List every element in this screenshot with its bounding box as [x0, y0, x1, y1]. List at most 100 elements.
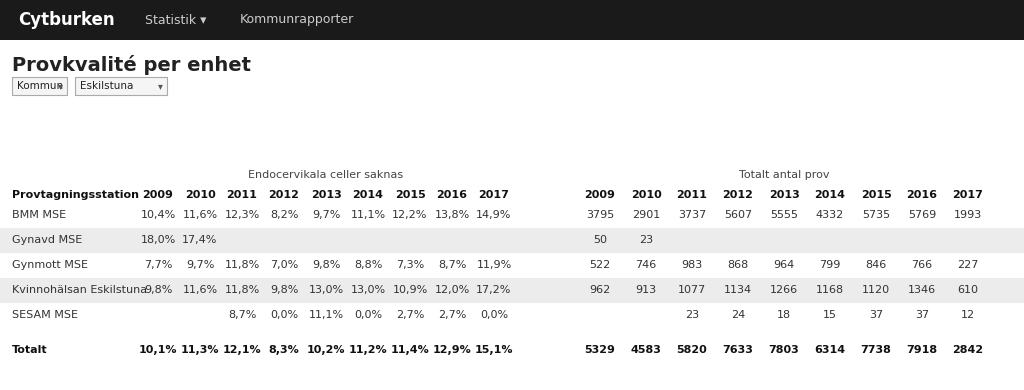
Text: 11,6%: 11,6%: [182, 210, 217, 220]
Text: 9,8%: 9,8%: [143, 285, 172, 295]
Text: 2901: 2901: [632, 210, 660, 220]
Text: 14,9%: 14,9%: [476, 210, 512, 220]
Text: 11,9%: 11,9%: [476, 260, 512, 270]
Text: 0,0%: 0,0%: [270, 310, 298, 320]
Text: 2016: 2016: [906, 190, 938, 200]
Text: 962: 962: [590, 285, 610, 295]
Text: 12,2%: 12,2%: [392, 210, 428, 220]
Text: 12,1%: 12,1%: [222, 345, 261, 355]
FancyBboxPatch shape: [75, 77, 167, 95]
Text: 2016: 2016: [436, 190, 468, 200]
Text: 913: 913: [636, 285, 656, 295]
Text: 8,7%: 8,7%: [438, 260, 466, 270]
Text: 7918: 7918: [906, 345, 938, 355]
Text: 746: 746: [635, 260, 656, 270]
Text: 12,3%: 12,3%: [224, 210, 260, 220]
Text: 227: 227: [957, 260, 979, 270]
Text: 4583: 4583: [631, 345, 662, 355]
Text: 2013: 2013: [769, 190, 800, 200]
Text: 8,3%: 8,3%: [268, 345, 299, 355]
Text: 12,0%: 12,0%: [434, 285, 470, 295]
Text: 8,2%: 8,2%: [269, 210, 298, 220]
Text: Cytburken: Cytburken: [18, 11, 115, 29]
Text: 10,2%: 10,2%: [307, 345, 345, 355]
Text: 2014: 2014: [814, 190, 846, 200]
Text: 1266: 1266: [770, 285, 798, 295]
Text: 766: 766: [911, 260, 933, 270]
Text: Endocervikala celler saknas: Endocervikala celler saknas: [249, 170, 403, 180]
Text: 1993: 1993: [954, 210, 982, 220]
Text: 24: 24: [731, 310, 745, 320]
Text: Totalt: Totalt: [12, 345, 48, 355]
Text: 11,6%: 11,6%: [182, 285, 217, 295]
Text: 7803: 7803: [769, 345, 800, 355]
Text: Provkvalité per enhet: Provkvalité per enhet: [12, 55, 251, 75]
Text: 2011: 2011: [677, 190, 708, 200]
Text: 37: 37: [869, 310, 883, 320]
Text: Statistik ▾: Statistik ▾: [145, 14, 207, 27]
Text: 3795: 3795: [586, 210, 614, 220]
Text: 5607: 5607: [724, 210, 752, 220]
Text: 11,8%: 11,8%: [224, 260, 260, 270]
Text: 17,2%: 17,2%: [476, 285, 512, 295]
Bar: [0, 0, 1024, 40]
Text: 3737: 3737: [678, 210, 707, 220]
Text: 0,0%: 0,0%: [354, 310, 382, 320]
Text: 8,7%: 8,7%: [227, 310, 256, 320]
Text: BMM MSE: BMM MSE: [12, 210, 67, 220]
Text: 13,8%: 13,8%: [434, 210, 470, 220]
Text: Totalt antal prov: Totalt antal prov: [738, 170, 829, 180]
Text: 9,7%: 9,7%: [185, 260, 214, 270]
Text: 868: 868: [727, 260, 749, 270]
Text: 4332: 4332: [816, 210, 844, 220]
Text: 37: 37: [914, 310, 929, 320]
Text: 13,0%: 13,0%: [308, 285, 344, 295]
Text: 12: 12: [961, 310, 975, 320]
Text: 9,8%: 9,8%: [312, 260, 340, 270]
Text: Gynavd MSE: Gynavd MSE: [12, 235, 82, 245]
Text: 7633: 7633: [723, 345, 754, 355]
Text: 23: 23: [685, 310, 699, 320]
Text: 11,8%: 11,8%: [224, 285, 260, 295]
Text: Provtagningsstation: Provtagningsstation: [12, 190, 139, 200]
Text: 964: 964: [773, 260, 795, 270]
Text: 18: 18: [777, 310, 792, 320]
Text: 2,7%: 2,7%: [396, 310, 424, 320]
Text: 522: 522: [590, 260, 610, 270]
Text: Gynmott MSE: Gynmott MSE: [12, 260, 88, 270]
Text: 15,1%: 15,1%: [475, 345, 513, 355]
Text: 11,2%: 11,2%: [349, 345, 387, 355]
Text: 2011: 2011: [226, 190, 257, 200]
Text: Kommun: Kommun: [17, 81, 63, 91]
Text: 6314: 6314: [814, 345, 846, 355]
Text: 10,1%: 10,1%: [138, 345, 177, 355]
Text: 11,1%: 11,1%: [350, 210, 386, 220]
Text: 2017: 2017: [952, 190, 983, 200]
Text: 18,0%: 18,0%: [140, 235, 176, 245]
Text: 12,9%: 12,9%: [432, 345, 471, 355]
Text: 0,0%: 0,0%: [480, 310, 508, 320]
Text: 2017: 2017: [478, 190, 509, 200]
Text: 1134: 1134: [724, 285, 752, 295]
Text: 17,4%: 17,4%: [182, 235, 218, 245]
Text: 2012: 2012: [723, 190, 754, 200]
Text: 15: 15: [823, 310, 837, 320]
Text: 5735: 5735: [862, 210, 890, 220]
Text: 5820: 5820: [677, 345, 708, 355]
Text: 9,8%: 9,8%: [269, 285, 298, 295]
Text: 2010: 2010: [184, 190, 215, 200]
Text: Kommunrapporter: Kommunrapporter: [240, 14, 354, 27]
Text: Eskilstuna: Eskilstuna: [80, 81, 133, 91]
Text: 7,0%: 7,0%: [270, 260, 298, 270]
Text: 2015: 2015: [394, 190, 425, 200]
Text: 2014: 2014: [352, 190, 384, 200]
Text: 7738: 7738: [860, 345, 892, 355]
Text: 2009: 2009: [585, 190, 615, 200]
Text: 2010: 2010: [631, 190, 662, 200]
Text: 5769: 5769: [908, 210, 936, 220]
Text: 2009: 2009: [142, 190, 173, 200]
Text: 11,4%: 11,4%: [390, 345, 429, 355]
Text: 1346: 1346: [908, 285, 936, 295]
Text: 1168: 1168: [816, 285, 844, 295]
Text: 23: 23: [639, 235, 653, 245]
